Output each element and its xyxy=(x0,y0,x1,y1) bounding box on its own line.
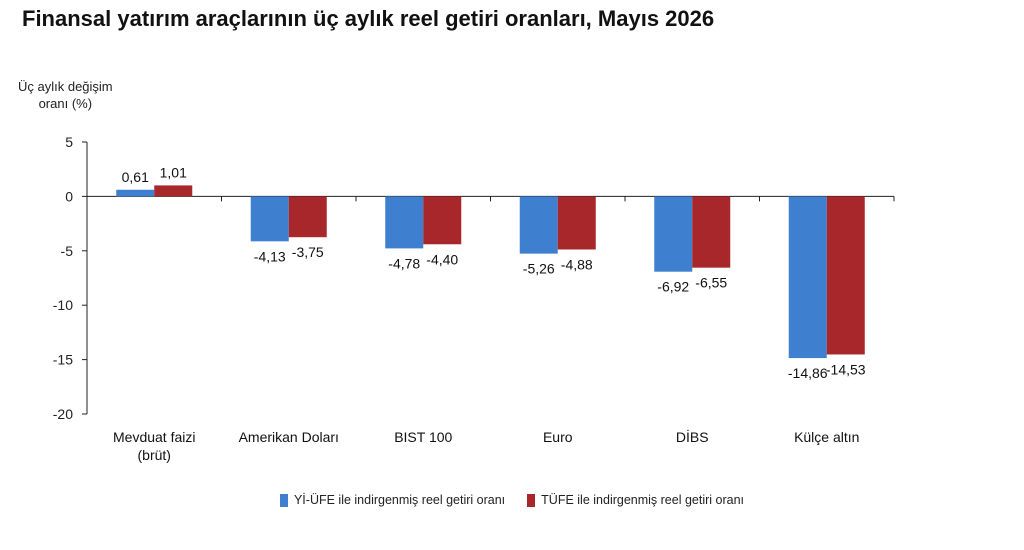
bar-series-2 xyxy=(288,196,327,238)
y-axis-label-line-2: oranı (%) xyxy=(38,96,93,111)
bar-series-1 xyxy=(654,196,693,272)
data-label: -5,26 xyxy=(523,261,555,277)
data-label: -14,53 xyxy=(826,361,866,377)
y-axis-label: Üç aylık değişim oranı (%) xyxy=(18,78,113,112)
category-label: DİBS xyxy=(676,428,709,445)
bar-series-1 xyxy=(788,196,827,359)
chart-title: Finansal yatırım araçlarının üç aylık re… xyxy=(22,6,715,31)
data-label: -4,40 xyxy=(426,251,458,267)
data-label: -4,78 xyxy=(388,255,420,271)
y-tick-label: -10 xyxy=(53,297,73,313)
chart-legend: Yİ-ÜFE ile indirgenmiş reel getiri oranı… xyxy=(0,493,1024,507)
data-label: 1,01 xyxy=(160,164,187,180)
bar-chart: 5 0 -5 -10 -15 -20 0,61 1,01 Mevduat faizi (brüt)… xyxy=(53,134,895,463)
y-tick-label: -20 xyxy=(53,406,73,422)
category-label: Euro xyxy=(543,429,573,445)
data-label: -3,75 xyxy=(292,244,324,260)
data-label: -4,88 xyxy=(561,256,593,272)
y-tick-label: -5 xyxy=(61,243,74,259)
bar-series-2 xyxy=(826,196,865,355)
data-label: 0,61 xyxy=(122,169,149,185)
bar-series-1 xyxy=(385,196,424,249)
category-label: Külçe altın xyxy=(794,429,859,445)
y-tick-label: 5 xyxy=(65,134,73,150)
y-tick-label: 0 xyxy=(65,188,73,204)
legend-label-series-2: TÜFE ile indirgenmiş reel getiri oranı xyxy=(541,493,745,507)
bar-series-2 xyxy=(557,196,596,250)
category-label: Mevduat faizi xyxy=(113,429,195,445)
legend-item-series-1: Yİ-ÜFE ile indirgenmiş reel getiri oranı xyxy=(279,493,506,507)
category-label: BIST 100 xyxy=(394,429,452,445)
data-label: -6,92 xyxy=(657,279,689,295)
data-label: -6,55 xyxy=(695,275,727,291)
y-tick-label: -15 xyxy=(53,352,73,368)
bar-series-1 xyxy=(519,196,558,254)
category-label: (brüt) xyxy=(138,447,171,463)
bar-series-2 xyxy=(154,185,193,197)
bar-series-1 xyxy=(116,189,155,197)
data-label: -4,13 xyxy=(254,248,286,264)
bar-series-2 xyxy=(423,196,462,245)
legend-swatch-series-2 xyxy=(527,493,536,507)
data-label: -14,86 xyxy=(788,365,828,381)
legend-swatch-series-1 xyxy=(279,493,288,507)
y-axis-label-line-1: Üç aylık değişim xyxy=(18,79,113,94)
bar-series-1 xyxy=(250,196,289,242)
legend-item-series-2: TÜFE ile indirgenmiş reel getiri oranı xyxy=(527,493,744,507)
category-label: Amerikan Doları xyxy=(239,429,339,445)
bar-series-2 xyxy=(692,196,731,268)
legend-label-series-1: Yİ-ÜFE ile indirgenmiş reel getiri oranı xyxy=(293,493,506,507)
